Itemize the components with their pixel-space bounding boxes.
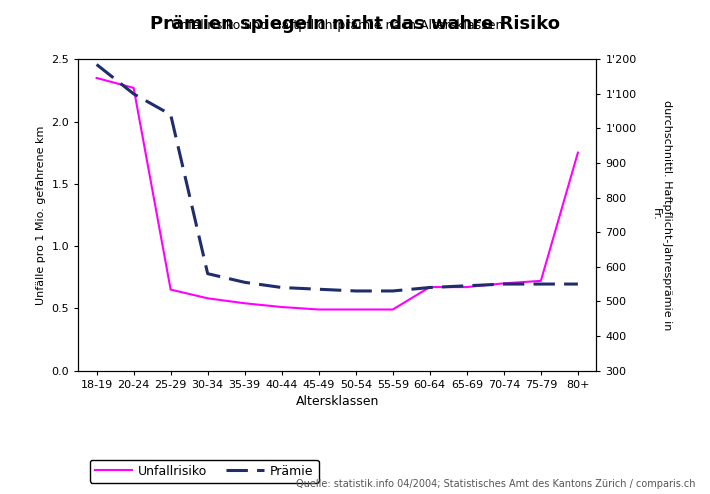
Y-axis label: Unfälle pro 1 Mio. gefahrene km: Unfälle pro 1 Mio. gefahrene km (36, 125, 45, 305)
Title: Unfallrisiko und Haftpflichtprämie nach Altersklassen: Unfallrisiko und Haftpflichtprämie nach … (171, 19, 503, 32)
Y-axis label: durchschnittl. Haftpflicht-Jahresprämie in
Fr.: durchschnittl. Haftpflicht-Jahresprämie … (650, 100, 672, 330)
Text: Quelle: statistik.info 04/2004; Statistisches Amt des Kantons Zürich / comparis.: Quelle: statistik.info 04/2004; Statisti… (296, 479, 696, 489)
Legend: Unfallrisiko, Prämie: Unfallrisiko, Prämie (89, 459, 319, 483)
Text: Prämien spiegeln nicht das wahre Risiko: Prämien spiegeln nicht das wahre Risiko (150, 15, 560, 33)
X-axis label: Altersklassen: Altersklassen (295, 395, 379, 408)
